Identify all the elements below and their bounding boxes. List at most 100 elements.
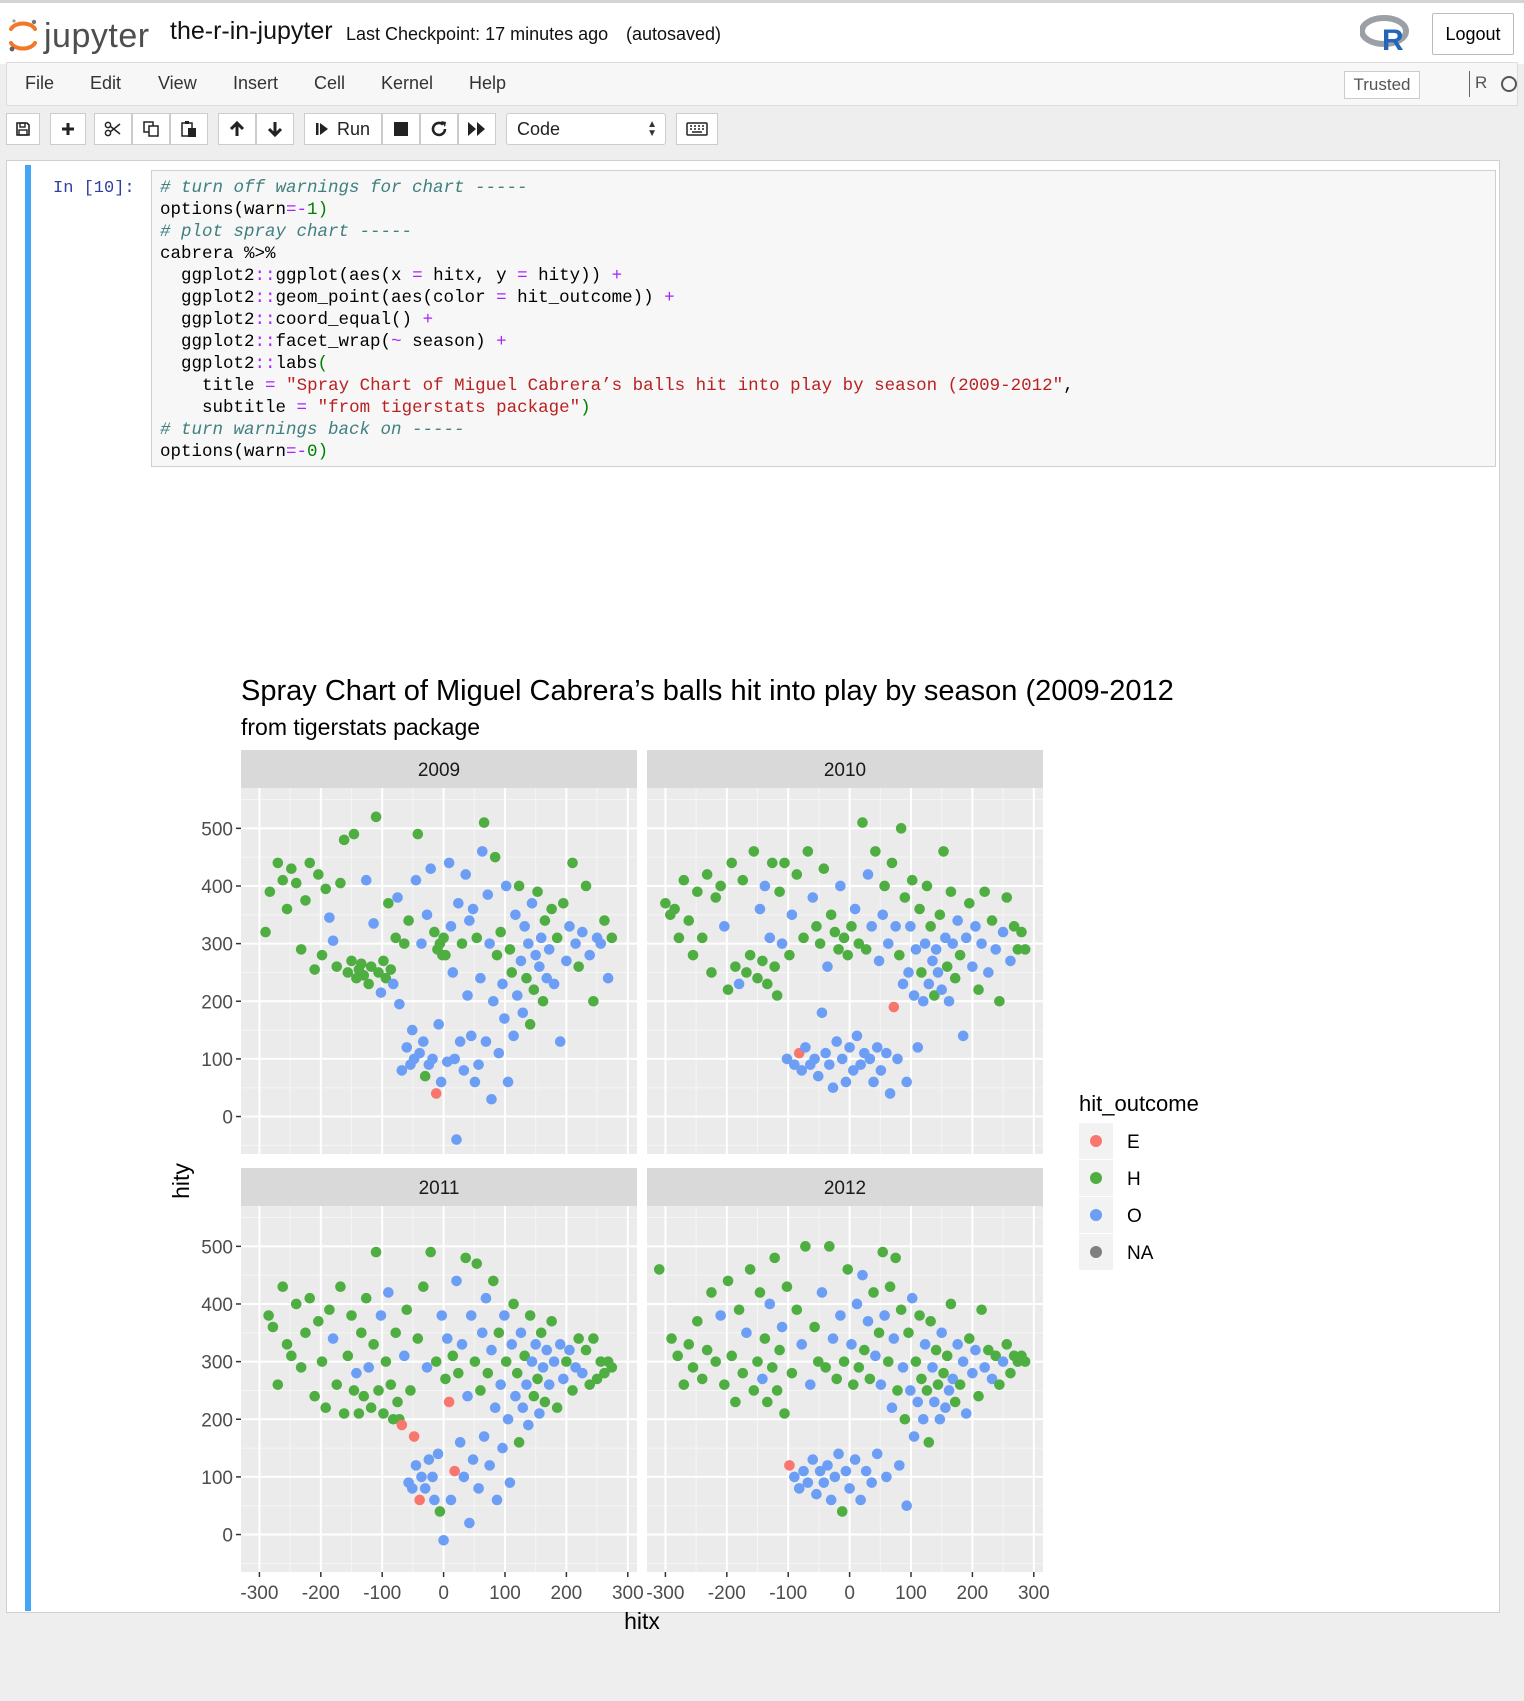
data-point-H: [573, 1333, 584, 1344]
data-point-O: [875, 1065, 887, 1076]
data-point-O: [849, 1454, 861, 1465]
data-point-H: [399, 938, 410, 949]
data-point-H: [519, 1350, 530, 1362]
menu-edit[interactable]: Edit: [90, 73, 122, 93]
data-point-H: [741, 967, 752, 978]
data-point-O: [534, 961, 545, 972]
data-point-O: [936, 984, 947, 996]
data-point-H: [916, 1373, 927, 1385]
logout-button[interactable]: Logout: [1432, 13, 1514, 55]
data-point-O: [829, 1471, 841, 1483]
data-point-O: [570, 938, 581, 949]
data-point-H: [973, 1390, 984, 1402]
data-point-O: [927, 1362, 938, 1373]
autosave-status: (autosaved): [626, 24, 722, 44]
menu-kernel[interactable]: Kernel: [381, 73, 434, 93]
code-cell-editor[interactable]: # turn off warnings for chart ----- opti…: [151, 170, 1496, 467]
data-point-H: [263, 1310, 274, 1321]
data-point-H: [914, 1310, 925, 1321]
menu-insert[interactable]: Insert: [233, 73, 279, 93]
move-down-button[interactable]: [256, 113, 294, 145]
data-point-O: [453, 897, 464, 909]
restart-run-all-button[interactable]: [458, 113, 496, 145]
x-tick-label: -100: [769, 1583, 807, 1604]
code-line: ggplot2::ggplot(aes(x = hitx, y = hity))…: [160, 266, 623, 286]
data-point-H: [438, 932, 449, 944]
data-point-H: [722, 984, 734, 996]
code-text[interactable]: # turn off warnings for chart ----- opti…: [160, 177, 1074, 463]
data-point-H: [825, 909, 837, 921]
data-point-H: [853, 1362, 865, 1373]
data-point-H: [892, 1385, 903, 1396]
y-tick-label: 400: [201, 1295, 233, 1316]
data-point-H: [295, 944, 307, 955]
data-point-H: [1019, 1356, 1031, 1367]
data-point-H: [539, 915, 551, 926]
data-point-H: [701, 1344, 713, 1356]
data-point-O: [327, 935, 339, 947]
data-point-H: [456, 938, 468, 949]
interrupt-button[interactable]: [382, 113, 420, 145]
data-point-O: [558, 1373, 569, 1385]
data-point-H: [701, 869, 713, 880]
run-button[interactable]: Run: [304, 113, 382, 145]
data-point-O: [577, 926, 588, 938]
data-point-O: [835, 1310, 846, 1321]
data-point-H: [385, 1379, 397, 1390]
data-point-H: [710, 892, 722, 903]
command-palette-button[interactable]: [676, 113, 718, 145]
cell-type-select[interactable]: Code ▲ ▼: [506, 113, 666, 145]
data-point-O: [602, 972, 614, 984]
data-point-O: [919, 938, 931, 949]
data-point-H: [660, 897, 671, 909]
data-point-O: [960, 1408, 972, 1419]
select-arrows-icon: ▲ ▼: [647, 119, 657, 139]
code-line: ggplot2::coord_equal() +: [160, 310, 434, 330]
x-tick-label: 200: [551, 1583, 583, 1604]
data-point-O: [548, 1356, 560, 1367]
data-point-E: [408, 1431, 420, 1442]
data-point-O: [360, 874, 372, 886]
data-point-H: [829, 926, 841, 938]
data-point-H: [300, 1327, 311, 1339]
data-point-O: [877, 909, 889, 921]
data-point-H: [300, 895, 311, 906]
data-point-O: [484, 1460, 495, 1471]
trusted-badge[interactable]: Trusted: [1344, 71, 1420, 99]
menu-file[interactable]: File: [25, 73, 55, 93]
data-point-H: [899, 1413, 911, 1425]
menu-help[interactable]: Help: [469, 73, 507, 93]
r-logo-letter: R: [1382, 24, 1404, 53]
data-point-H: [584, 1379, 596, 1390]
data-point-O: [476, 1327, 488, 1339]
data-point-E: [449, 1465, 460, 1477]
data-point-H: [687, 1362, 699, 1373]
data-point-O: [879, 1310, 890, 1321]
kernel-divider: [1469, 71, 1470, 97]
data-point-H: [478, 817, 490, 828]
move-up-button[interactable]: [218, 113, 256, 145]
data-point-O: [930, 944, 942, 955]
kernel-idle-indicator-icon: [1501, 76, 1517, 92]
restart-kernel-button[interactable]: [420, 113, 458, 145]
notebook-name[interactable]: the-r-in-jupyter: [170, 17, 333, 45]
save-button[interactable]: [6, 113, 40, 145]
menu-cell[interactable]: Cell: [314, 73, 346, 93]
data-point-H: [683, 915, 695, 926]
y-tick-label: 300: [201, 935, 233, 956]
data-point-O: [543, 944, 555, 955]
save-icon: [16, 122, 30, 136]
data-point-H: [368, 1339, 379, 1350]
paste-button[interactable]: [170, 113, 208, 145]
data-point-O: [510, 909, 521, 921]
copy-button[interactable]: [132, 113, 170, 145]
jupyter-logo[interactable]: jupyter: [8, 11, 150, 61]
data-point-O: [833, 1448, 844, 1460]
cut-button[interactable]: [94, 113, 132, 145]
data-point-O: [523, 938, 534, 949]
data-point-H: [820, 1362, 831, 1373]
facet-strip: [241, 1168, 637, 1206]
menu-view[interactable]: View: [158, 73, 197, 93]
insert-cell-button[interactable]: [50, 113, 86, 145]
data-point-H: [385, 964, 397, 975]
